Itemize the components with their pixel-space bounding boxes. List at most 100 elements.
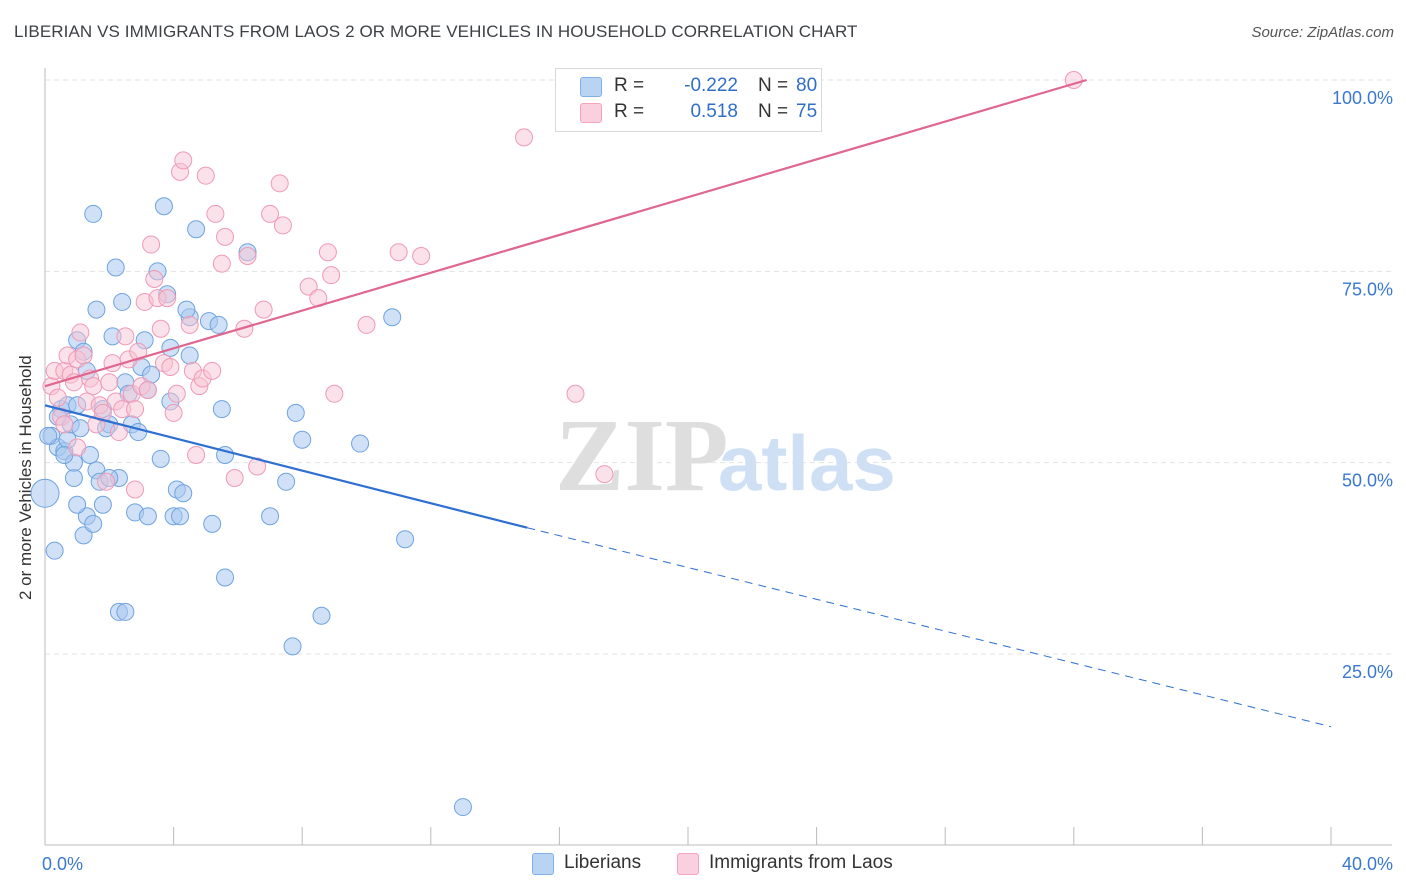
point-liberians xyxy=(312,606,331,625)
point-immigrants-from-laos xyxy=(145,269,164,288)
point-liberians xyxy=(151,449,170,468)
legend-r-label: R = xyxy=(614,101,645,122)
point-liberians xyxy=(84,514,103,533)
point-immigrants-from-laos xyxy=(248,457,267,476)
point-immigrants-from-laos xyxy=(595,465,614,484)
point-immigrants-from-laos xyxy=(238,247,257,266)
legend-r-label: R = xyxy=(614,75,645,96)
point-immigrants-from-laos xyxy=(138,380,157,399)
legend-r-value: 0.518 xyxy=(690,101,738,122)
point-immigrants-from-laos xyxy=(167,384,186,403)
legend-n-label: N = xyxy=(758,101,789,122)
point-immigrants-from-laos xyxy=(142,235,161,254)
point-immigrants-from-laos xyxy=(74,346,93,365)
point-liberians xyxy=(154,197,173,216)
point-immigrants-from-laos xyxy=(158,289,177,308)
point-immigrants-from-laos xyxy=(566,384,585,403)
point-liberians xyxy=(383,308,402,327)
point-immigrants-from-laos xyxy=(55,415,74,434)
point-immigrants-from-laos xyxy=(261,204,280,223)
point-liberians xyxy=(283,637,302,656)
trend-line-liberians-extended xyxy=(527,527,1332,728)
y-tick-label: 50.0% xyxy=(1342,471,1393,491)
legend-swatch-liberians xyxy=(580,77,602,97)
legend-label-liberians: Liberians xyxy=(564,852,642,873)
point-immigrants-from-laos xyxy=(212,254,231,273)
point-immigrants-from-laos xyxy=(515,128,534,147)
watermark-zip: ZIP xyxy=(555,398,728,513)
point-liberians xyxy=(71,419,90,438)
point-immigrants-from-laos xyxy=(174,151,193,170)
point-liberians xyxy=(209,315,228,334)
point-immigrants-from-laos xyxy=(68,438,87,457)
point-liberians xyxy=(106,258,125,277)
point-liberians xyxy=(138,507,157,526)
point-liberians xyxy=(177,300,196,319)
point-immigrants-from-laos xyxy=(325,384,344,403)
trend-line-liberians xyxy=(44,404,528,529)
correlation-legend: R = -0.222 N = 80 R = 0.518 N = 75 xyxy=(555,68,822,132)
point-liberians xyxy=(39,426,58,445)
point-liberians xyxy=(286,403,305,422)
point-liberians xyxy=(113,292,132,311)
point-immigrants-from-laos xyxy=(357,315,376,334)
point-immigrants-from-laos xyxy=(273,216,292,235)
point-immigrants-from-laos xyxy=(187,446,206,465)
axes xyxy=(44,68,1392,846)
point-liberians xyxy=(216,568,235,587)
source-credit: Source: ZipAtlas.com xyxy=(1251,24,1394,41)
point-liberians xyxy=(87,300,106,319)
point-liberians xyxy=(351,434,370,453)
legend-n-value: 80 xyxy=(796,75,818,96)
legend-n-label: N = xyxy=(758,75,789,96)
y-tick-label: 100.0% xyxy=(1332,88,1393,108)
point-immigrants-from-laos xyxy=(412,247,431,266)
x-tick-label: 40.0% xyxy=(1342,854,1393,874)
point-liberians xyxy=(293,430,312,449)
watermark: ZIP atlas xyxy=(555,398,896,513)
point-liberians xyxy=(174,484,193,503)
tick-labels: 25.0% 50.0% 75.0% 100.0% 0.0% 40.0% xyxy=(42,88,1393,874)
point-liberians xyxy=(93,495,112,514)
point-liberians xyxy=(187,220,206,239)
point-liberians xyxy=(129,423,148,442)
point-liberians xyxy=(261,507,280,526)
y-tick-label: 75.0% xyxy=(1342,279,1393,299)
point-immigrants-from-laos xyxy=(48,388,67,407)
chart-title: LIBERIAN VS IMMIGRANTS FROM LAOS 2 OR MO… xyxy=(14,22,858,41)
point-immigrants-from-laos xyxy=(126,480,145,499)
point-immigrants-from-laos xyxy=(270,174,289,193)
point-immigrants-from-laos xyxy=(100,373,119,392)
point-immigrants-from-laos xyxy=(164,403,183,422)
point-immigrants-from-laos xyxy=(97,472,116,491)
point-immigrants-from-laos xyxy=(203,361,222,380)
point-immigrants-from-laos xyxy=(129,342,148,361)
trend-line-laos xyxy=(44,78,1087,388)
point-liberians xyxy=(116,602,135,621)
point-immigrants-from-laos xyxy=(151,319,170,338)
watermark-atlas: atlas xyxy=(718,419,896,507)
point-immigrants-from-laos xyxy=(180,315,199,334)
legend-n-value: 75 xyxy=(796,101,818,122)
point-liberians xyxy=(45,541,64,560)
point-immigrants-from-laos xyxy=(196,166,215,185)
point-immigrants-from-laos xyxy=(216,227,235,246)
point-liberians xyxy=(277,472,296,491)
y-tick-label: 25.0% xyxy=(1342,662,1393,682)
point-immigrants-from-laos xyxy=(206,204,225,223)
point-immigrants-from-laos xyxy=(93,403,112,422)
point-immigrants-from-laos xyxy=(116,327,135,346)
point-liberians xyxy=(453,798,472,817)
point-liberians xyxy=(68,495,87,514)
legend-swatch-laos xyxy=(580,103,602,123)
legend-r-value: -0.222 xyxy=(684,75,738,96)
point-immigrants-from-laos xyxy=(318,243,337,262)
legend-label-laos: Immigrants from Laos xyxy=(709,852,893,873)
series-immigrants-from-laos xyxy=(42,71,1083,499)
x-tick-label: 0.0% xyxy=(42,854,83,874)
point-liberians xyxy=(203,514,222,533)
point-immigrants-from-laos xyxy=(71,323,90,342)
point-liberians xyxy=(74,526,93,545)
point-liberians xyxy=(396,530,415,549)
